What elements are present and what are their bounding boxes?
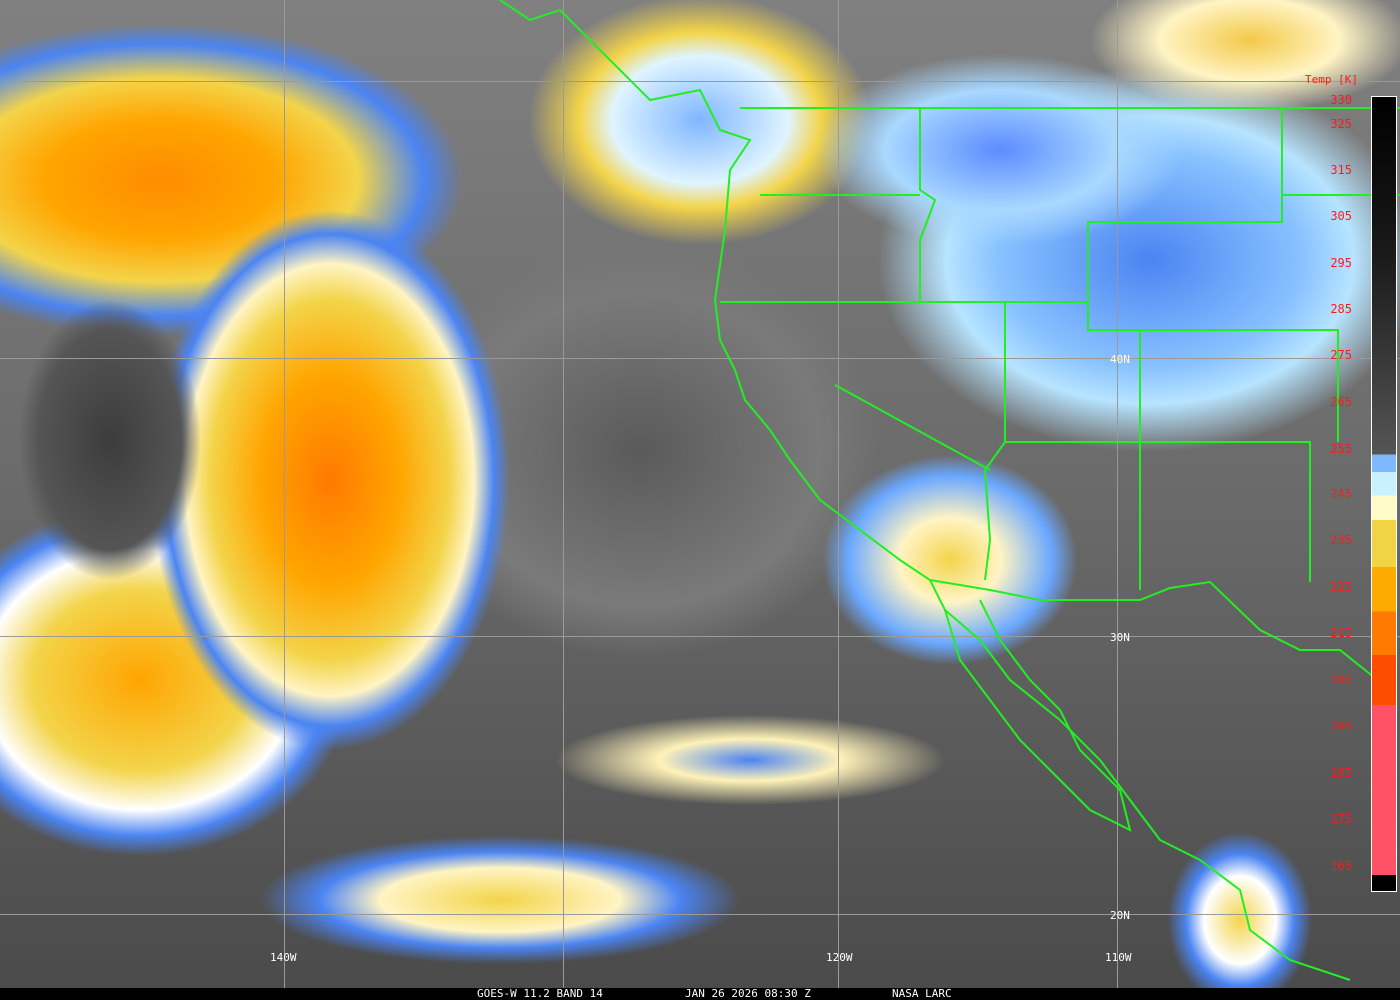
lat-label-20n: 20N (1110, 909, 1130, 922)
colorbar-tick-195: 195 (1330, 719, 1352, 733)
coastline-west (499, 0, 1351, 981)
colorbar-tick-315: 315 (1330, 163, 1352, 177)
colorbar-tick-215: 215 (1330, 626, 1352, 640)
state-borders-3 (983, 302, 1006, 581)
colorbar-title: Temp [K] (1305, 73, 1358, 86)
state-borders-2 (919, 108, 937, 302)
caption-datetime: JAN 26 2026 08:30 Z (685, 987, 811, 1000)
colorbar-tick-275: 275 (1330, 348, 1352, 362)
colorbar-tick-245: 245 (1330, 487, 1352, 501)
image-caption-bar: GOES-W 11.2 BAND 14 JAN 26 2026 08:30 Z … (0, 988, 1400, 1000)
state-borders-1 (720, 108, 1283, 303)
colorbar-tick-205: 205 (1330, 673, 1352, 687)
colorbar-tick-225: 225 (1330, 580, 1352, 594)
colorbar-tick-285: 285 (1330, 302, 1352, 316)
lon-label-120w: 120W (826, 951, 853, 964)
gridline-lon-110 (1117, 0, 1118, 988)
lon-label-110w: 110W (1105, 951, 1132, 964)
border-ca-nv (834, 384, 991, 471)
gridline-lat-50 (0, 81, 1400, 82)
baja-peninsula (944, 599, 1132, 832)
state-borders-5 (1087, 302, 1141, 590)
temperature-colorbar (1371, 96, 1397, 892)
colorbar-tick-235: 235 (1330, 533, 1352, 547)
caption-credit: NASA LARC (892, 987, 952, 1000)
border-us-mexico (929, 579, 1391, 691)
gridline-lon-130 (563, 0, 564, 988)
gridline-lat-20 (0, 914, 1400, 915)
colorbar-tick-165: 165 (1330, 859, 1352, 873)
colorbar-tick-295: 295 (1330, 256, 1352, 270)
colorbar-tick-265: 265 (1330, 395, 1352, 409)
colorbar-tick-305: 305 (1330, 209, 1352, 223)
gridline-lat-30 (0, 636, 1400, 637)
colorbar-tick-330: 330 (1330, 93, 1352, 107)
colorbar-tick-185: 185 (1330, 766, 1352, 780)
gridline-lon-120 (838, 0, 839, 988)
gridline-lon-140 (284, 0, 285, 988)
colorbar-tick-325: 325 (1330, 117, 1352, 131)
caption-satellite: GOES-W 11.2 BAND 14 (477, 987, 603, 1000)
lat-label-40n: 40N (1110, 353, 1130, 366)
state-borders-6 (1140, 329, 1339, 442)
state-borders-4 (1005, 441, 1311, 582)
lat-label-30n: 30N (1110, 631, 1130, 644)
lon-label-140w: 140W (270, 951, 297, 964)
gridline-lat-40 (0, 358, 1400, 359)
colorbar-tick-255: 255 (1330, 442, 1352, 456)
colorbar-tick-175: 175 (1330, 812, 1352, 826)
